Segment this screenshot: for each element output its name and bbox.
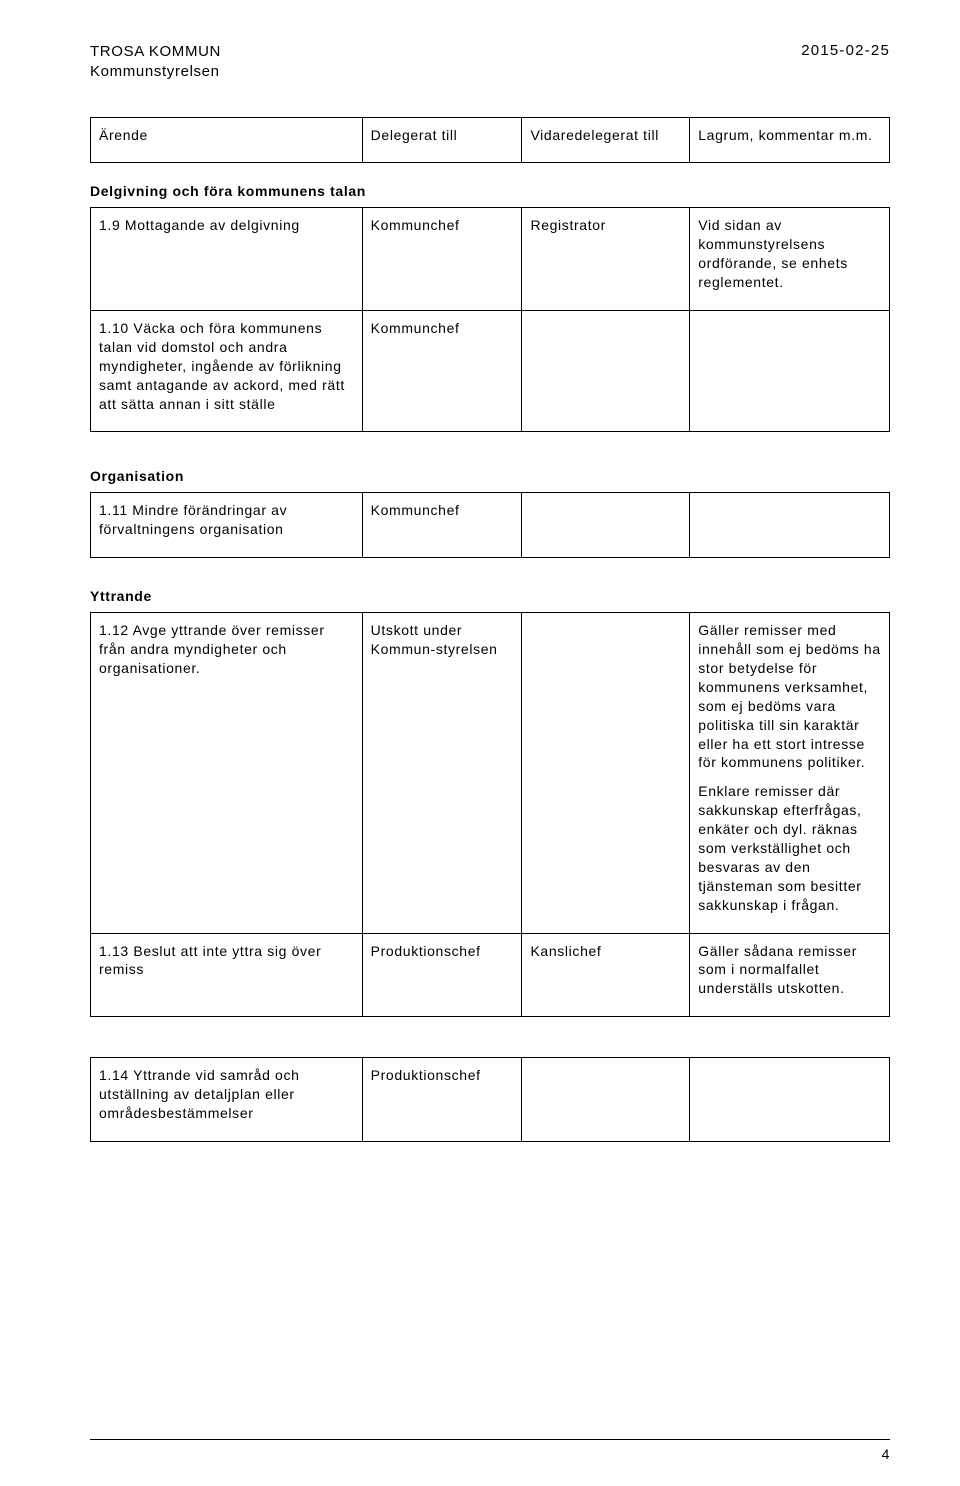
cell-delegerat: Utskott under Kommun-styrelsen	[362, 613, 522, 933]
col-header-vidaredelegerat: Vidaredelegerat till	[522, 117, 690, 163]
cell-vidaredelegerat: Registrator	[522, 208, 690, 311]
doc-date: 2015-02-25	[801, 42, 890, 59]
cell-lagrum: Vid sidan av kommunstyrelsens ordförande…	[690, 208, 890, 311]
col-header-arende: Ärende	[91, 117, 363, 163]
section-heading-delgivning: Delgivning och föra kommunens talan	[90, 183, 890, 199]
col-header-delegerat: Delegerat till	[362, 117, 522, 163]
cell-arende: 1.10 Väcka och föra kommunens talan vid …	[91, 310, 363, 431]
section2-table: 1.11 Mindre förändringar av förvaltninge…	[90, 492, 890, 558]
lagrum-para2: Enklare remisser där sakkunskap efterfrå…	[698, 782, 881, 914]
table-row: 1.13 Beslut att inte yttra sig över remi…	[91, 933, 890, 1017]
cell-delegerat: Kommunchef	[362, 310, 522, 431]
page-number: 4	[882, 1446, 890, 1462]
org-name: TROSA KOMMUN	[90, 42, 890, 62]
section-heading-organisation: Organisation	[90, 468, 890, 484]
document-page: TROSA KOMMUN Kommunstyrelsen 2015-02-25 …	[0, 0, 960, 1486]
cell-lagrum	[690, 310, 890, 431]
table-row: 1.10 Väcka och föra kommunens talan vid …	[91, 310, 890, 431]
column-header-table: Ärende Delegerat till Vidaredelegerat ti…	[90, 117, 890, 164]
cell-lagrum	[690, 1058, 890, 1142]
doc-header-left: TROSA KOMMUN Kommunstyrelsen	[90, 42, 890, 83]
lagrum-para1: Gäller remisser med innehåll som ej bedö…	[698, 621, 881, 772]
section3-table: 1.12 Avge yttrande över remisser från an…	[90, 612, 890, 1017]
section1-table: 1.9 Mottagande av delgivning Kommunchef …	[90, 207, 890, 432]
cell-arende: 1.13 Beslut att inte yttra sig över remi…	[91, 933, 363, 1017]
unit-name: Kommunstyrelsen	[90, 62, 890, 82]
cell-vidaredelegerat	[522, 613, 690, 933]
cell-arende: 1.14 Yttrande vid samråd och utställning…	[91, 1058, 363, 1142]
table-row: Ärende Delegerat till Vidaredelegerat ti…	[91, 117, 890, 163]
cell-delegerat: Kommunchef	[362, 208, 522, 311]
cell-vidaredelegerat	[522, 1058, 690, 1142]
cell-lagrum: Gäller sådana remisser som i normalfalle…	[690, 933, 890, 1017]
table-row: 1.11 Mindre förändringar av förvaltninge…	[91, 493, 890, 558]
section4-table: 1.14 Yttrande vid samråd och utställning…	[90, 1057, 890, 1142]
table-row: 1.14 Yttrande vid samråd och utställning…	[91, 1058, 890, 1142]
table-row: 1.12 Avge yttrande över remisser från an…	[91, 613, 890, 933]
cell-lagrum	[690, 493, 890, 558]
cell-vidaredelegerat: Kanslichef	[522, 933, 690, 1017]
cell-lagrum: Gäller remisser med innehåll som ej bedö…	[690, 613, 890, 933]
cell-delegerat: Produktionschef	[362, 1058, 522, 1142]
cell-vidaredelegerat	[522, 493, 690, 558]
cell-vidaredelegerat	[522, 310, 690, 431]
cell-delegerat: Kommunchef	[362, 493, 522, 558]
cell-arende: 1.12 Avge yttrande över remisser från an…	[91, 613, 363, 933]
section-heading-yttrande: Yttrande	[90, 588, 890, 604]
footer-rule	[90, 1439, 890, 1440]
cell-arende: 1.9 Mottagande av delgivning	[91, 208, 363, 311]
col-header-lagrum: Lagrum, kommentar m.m.	[690, 117, 890, 163]
table-row: 1.9 Mottagande av delgivning Kommunchef …	[91, 208, 890, 311]
cell-arende: 1.11 Mindre förändringar av förvaltninge…	[91, 493, 363, 558]
cell-delegerat: Produktionschef	[362, 933, 522, 1017]
